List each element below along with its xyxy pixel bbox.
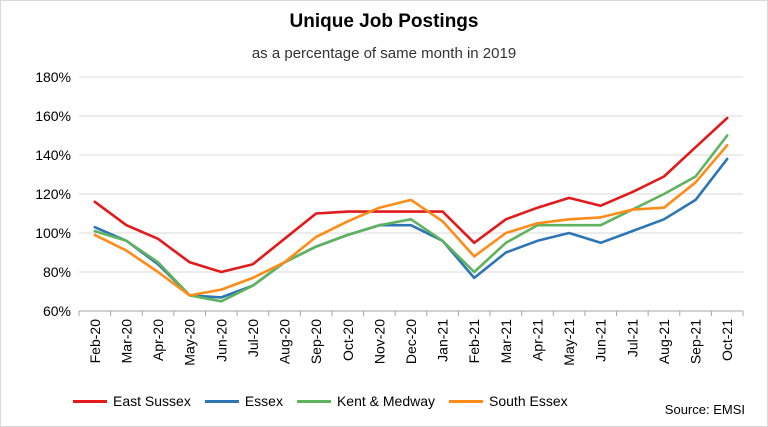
axes [78,310,744,316]
x-tick-label: Nov-20 [371,319,387,364]
x-tick-label: Feb-21 [466,319,482,364]
y-tick-label: 80% [43,264,71,280]
legend-item: Kent & Medway [296,393,436,409]
y-tick-label: 180% [35,69,71,85]
chart-title: Unique Job Postings [289,11,479,32]
legend-swatch [449,399,484,403]
legend-label: Kent & Medway [336,393,436,409]
legend-label: South Essex [489,393,568,409]
series-line-south-essex [93,144,729,297]
series-line-east-sussex [93,116,729,274]
legend-item: Essex [204,393,283,409]
x-tick-label: Mar-21 [498,319,514,364]
x-tick-label: Jun-21 [593,319,609,362]
x-tick-label: Mar-20 [118,319,134,364]
y-tick-label: 100% [35,225,71,241]
x-tick-label: May-21 [561,319,577,366]
legend-label: Essex [244,393,283,409]
x-tick-label: Aug-20 [277,319,293,364]
legend-item: South Essex [449,393,568,409]
x-tick-label: Dec-20 [403,319,419,364]
source-note: Source: EMSI [664,402,745,417]
chart-subtitle: as a percentage of same month in 2019 [251,45,517,62]
x-tick-label: Jun-20 [213,319,229,362]
series-line-kent-medway [93,134,729,303]
x-tick-labels: Feb-20 Mar-20 Apr-20 May-20 Jun-20 Jul-20 Aug-… [87,319,735,366]
y-tick-label: 140% [35,147,71,163]
x-tick-label: May-20 [182,319,198,366]
x-tick-label: Sep-20 [308,319,324,364]
x-tick-label: Jul-20 [245,319,261,357]
x-tick-label: Oct-21 [719,319,735,361]
legend-swatch [296,399,331,403]
x-tick-label: Aug-21 [656,319,672,364]
x-tick-label: Jul-21 [624,319,640,357]
x-tick-label: Apr-21 [529,319,545,361]
x-tick-label: Apr-20 [150,319,166,361]
legend-swatch [73,399,107,403]
x-tick-label: Jan-21 [435,319,451,362]
y-tick-label: 60% [43,303,71,319]
legend-swatch [204,399,239,403]
y-tick-labels: 60% 80% 100% 120% 140% 160% 180% [35,69,71,319]
x-tick-label: Feb-20 [87,319,103,364]
legend-label: East Sussex [113,393,191,409]
legend-item: East Sussex [73,393,191,409]
gridlines [79,76,743,273]
y-tick-label: 120% [35,186,71,202]
series-lines [93,116,729,303]
x-tick-label: Sep-21 [688,319,704,364]
x-tick-label: Oct-20 [340,319,356,361]
series-line-essex [93,157,729,299]
chart-legend: East Sussex Essex Kent & Medway South Essex [73,393,582,409]
y-tick-label: 160% [35,108,71,124]
